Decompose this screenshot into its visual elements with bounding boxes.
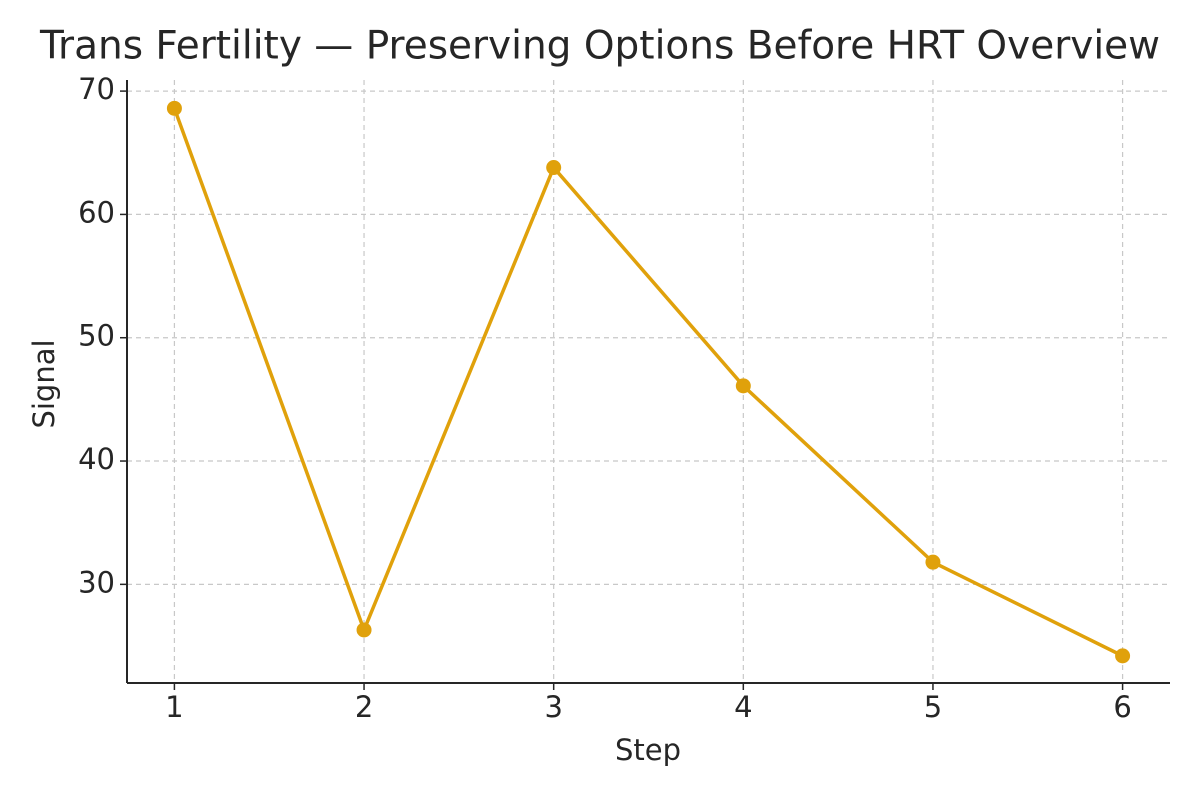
x-tick-label: 6: [1113, 690, 1131, 724]
y-tick-label: 30: [78, 565, 115, 599]
point: [546, 160, 562, 176]
point: [1115, 648, 1131, 664]
point: [925, 554, 941, 570]
line: [172, 107, 1124, 658]
point: [356, 622, 372, 638]
y-axis-label: Signal: [27, 339, 61, 428]
point: [735, 378, 751, 394]
chart-title: Trans Fertility — Preserving Options Bef…: [39, 24, 1160, 69]
x-tick-label: 5: [924, 690, 942, 724]
x-axis-label: Step: [615, 733, 681, 767]
x-tick-label: 2: [355, 690, 373, 724]
y-tick-label: 60: [78, 195, 115, 229]
point: [166, 100, 182, 116]
y-tick-label: 70: [78, 72, 115, 106]
x-tick-label: 1: [165, 690, 183, 724]
x-tick-label: 3: [544, 690, 562, 724]
y-tick-label: 40: [78, 442, 115, 476]
y-tick-label: 50: [78, 319, 115, 353]
x-tick-label: 4: [734, 690, 752, 724]
